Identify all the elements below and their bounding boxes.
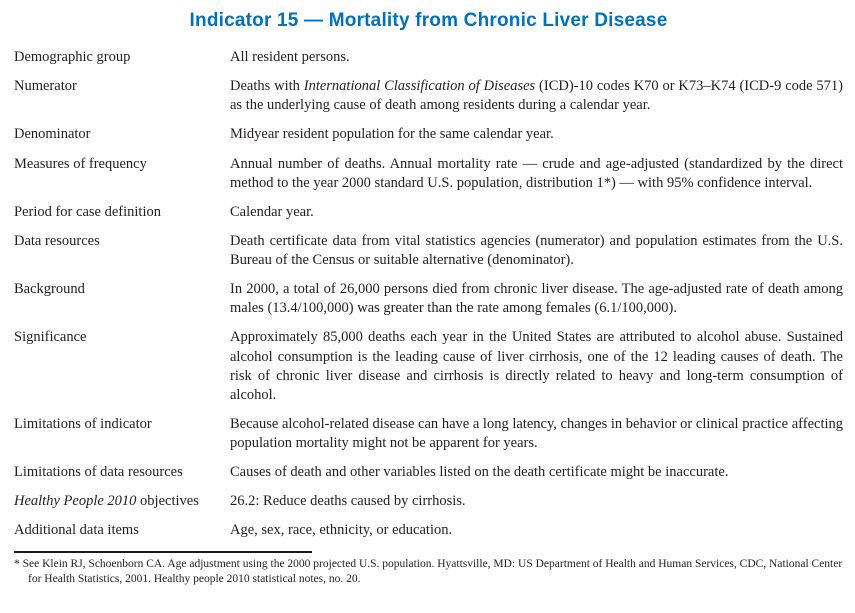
row-value: In 2000, a total of 26,000 persons died … bbox=[230, 281, 843, 317]
row-label: Background bbox=[14, 281, 85, 298]
value-text: Deaths with bbox=[230, 78, 304, 95]
row-label: Demographic group bbox=[14, 49, 131, 65]
table-row-numerator: Numerator Deaths with International Clas… bbox=[14, 77, 843, 115]
row-value: Causes of death and other variables list… bbox=[230, 464, 729, 481]
row-value: Midyear resident population for the same… bbox=[230, 126, 554, 143]
table-row-data-resources: Data resources Death certificate data fr… bbox=[14, 232, 843, 270]
row-value: Death certificate data from vital statis… bbox=[230, 232, 843, 268]
row-value: All resident persons. bbox=[230, 49, 350, 65]
row-value: Deaths with International Classification… bbox=[230, 77, 843, 115]
row-value: Calendar year. bbox=[230, 203, 314, 220]
value-text: (ICD)-10 codes K70 or K73–K74 (ICD-9 cod… bbox=[230, 78, 843, 114]
row-label: Denominator bbox=[14, 126, 91, 143]
table-row-healthy-people-2010-objectives: Healthy People 2010 objectives 26.2: Red… bbox=[14, 492, 843, 511]
definition-table: Demographic group All resident persons. … bbox=[14, 48, 843, 541]
row-value: 26.2: Reduce deaths caused by cirrhosis. bbox=[230, 493, 466, 510]
row-label: Additional data items bbox=[14, 522, 139, 539]
value-italic-text: International Classification of Diseases bbox=[303, 78, 536, 95]
table-row-period-for-case-definition: Period for case definition Calendar year… bbox=[14, 203, 843, 222]
row-label: Measures of frequency bbox=[14, 155, 147, 172]
row-label: Data resources bbox=[14, 232, 100, 249]
row-value: Age, sex, race, ethnicity, or education. bbox=[230, 522, 453, 539]
row-value: Annual number of deaths. Annual mortalit… bbox=[230, 155, 843, 191]
table-row-significance: Significance Approximately 85,000 deaths… bbox=[14, 328, 843, 405]
row-value: Approximately 85,000 deaths each year in… bbox=[230, 329, 843, 403]
footnote: * See Klein RJ, Schoenborn CA. Age adjus… bbox=[14, 557, 843, 586]
table-row-denominator: Denominator Midyear resident population … bbox=[14, 125, 843, 144]
table-row-demographic-group: Demographic group All resident persons. bbox=[14, 48, 843, 67]
row-label: Period for case definition bbox=[14, 203, 161, 220]
table-row-limitations-of-data-resources: Limitations of data resources Causes of … bbox=[14, 463, 843, 482]
page-title: Indicator 15 — Mortality from Chronic Li… bbox=[189, 10, 668, 31]
row-value: Because alcohol-related disease can have… bbox=[230, 415, 843, 451]
row-label: Healthy People 2010 objectives bbox=[14, 492, 230, 511]
table-row-measures-of-frequency: Measures of frequency Annual number of d… bbox=[14, 155, 843, 193]
table-row-background: Background In 2000, a total of 26,000 pe… bbox=[14, 280, 843, 318]
row-label: Limitations of indicator bbox=[14, 415, 152, 432]
row-label: Significance bbox=[14, 329, 87, 346]
label-text: objectives bbox=[136, 493, 199, 510]
row-label: Limitations of data resources bbox=[14, 464, 183, 481]
table-row-additional-data-items: Additional data items Age, sex, race, et… bbox=[14, 521, 843, 540]
row-label: Numerator bbox=[14, 78, 77, 95]
label-italic-text: Healthy People 2010 bbox=[14, 493, 137, 510]
footnote-rule bbox=[14, 550, 312, 553]
table-row-limitations-of-indicator: Limitations of indicator Because alcohol… bbox=[14, 415, 843, 453]
